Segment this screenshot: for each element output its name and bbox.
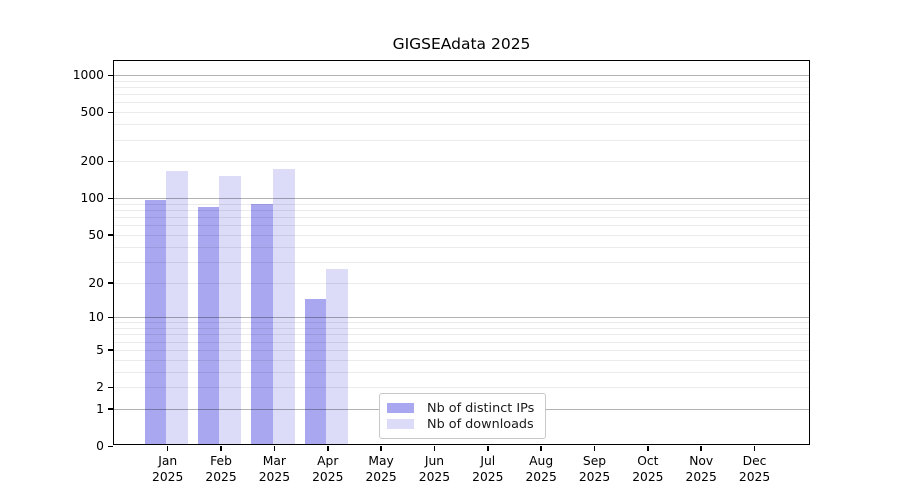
gridline-4 bbox=[114, 359, 809, 361]
x-tick-label-mar: Mar 2025 bbox=[258, 454, 291, 484]
x-tick-label-jun: Jun 2025 bbox=[418, 454, 451, 484]
gridline-1000 bbox=[114, 75, 809, 77]
bar-jan-distinct-ips bbox=[144, 200, 167, 444]
gridline-5 bbox=[114, 349, 809, 351]
plot-area: 1000 500 200 100 50 20 10 5 2 1 0 Jan 2025 Feb 2025 M… bbox=[73, 60, 810, 484]
x-tick-apr bbox=[327, 445, 329, 451]
x-tick-feb bbox=[220, 445, 222, 451]
x-tick-aug bbox=[540, 445, 542, 451]
x-tick-label-may: May 2025 bbox=[365, 454, 397, 484]
x-tick-dec bbox=[753, 445, 756, 451]
legend-swatch-distinct-ips-icon bbox=[387, 402, 414, 414]
gridline-200 bbox=[114, 161, 809, 163]
x-tick-label-apr: Apr 2025 bbox=[312, 454, 344, 484]
gridline-500 bbox=[114, 112, 809, 114]
bar-mar-downloads bbox=[272, 168, 295, 444]
y-tick-label-200: 200 bbox=[80, 154, 104, 169]
gridline-100 bbox=[114, 198, 809, 200]
x-tick-jun bbox=[433, 445, 436, 451]
y-tick-0 bbox=[107, 445, 113, 447]
y-tick-500 bbox=[107, 111, 113, 114]
bar-jan-downloads bbox=[166, 171, 189, 444]
gridline-6 bbox=[114, 341, 809, 343]
y-tick-20 bbox=[107, 282, 113, 284]
gridline-400 bbox=[114, 124, 809, 126]
bar-feb-distinct-ips bbox=[197, 207, 220, 444]
x-tick-label-nov: Nov 2025 bbox=[685, 454, 717, 484]
bar-mar-distinct-ips bbox=[251, 204, 273, 444]
x-tick-label-sep: Sep 2025 bbox=[578, 454, 611, 484]
gridline-800 bbox=[114, 87, 809, 89]
y-tick-label-5: 5 bbox=[96, 342, 104, 357]
x-tick-label-feb: Feb 2025 bbox=[205, 454, 237, 484]
x-tick-jul bbox=[487, 445, 489, 451]
gridline-50 bbox=[114, 234, 809, 236]
gridline-3 bbox=[114, 371, 809, 373]
y-tick-2 bbox=[107, 386, 113, 389]
legend-swatch-downloads-icon bbox=[387, 418, 414, 430]
gridline-90 bbox=[114, 203, 809, 205]
gridline-80 bbox=[114, 210, 809, 212]
x-tick-label-oct: Oct 2025 bbox=[632, 454, 664, 484]
y-tick-label-10: 10 bbox=[88, 310, 104, 325]
bar-apr-downloads bbox=[326, 269, 349, 444]
legend-label-downloads: Nb of downloads bbox=[427, 416, 534, 432]
gridline-900 bbox=[114, 80, 809, 82]
gridline-2 bbox=[114, 387, 809, 389]
gridline-30 bbox=[114, 261, 809, 263]
x-tick-label-jul: Jul 2025 bbox=[472, 454, 504, 484]
y-tick-label-1000: 1000 bbox=[72, 68, 104, 83]
gridline-600 bbox=[114, 102, 809, 104]
chart-title: GIGSEAdata 2025 bbox=[392, 35, 531, 53]
x-tick-jan bbox=[166, 445, 169, 451]
gridline-60 bbox=[114, 225, 809, 227]
x-tick-oct bbox=[647, 445, 649, 451]
legend-label-distinct-ips: Nb of distinct IPs bbox=[427, 400, 535, 416]
gridline-8 bbox=[114, 328, 809, 330]
bar-apr-distinct-ips bbox=[304, 298, 327, 444]
bars-layer bbox=[114, 61, 809, 444]
gridline-10 bbox=[114, 317, 809, 319]
y-tick-label-0: 0 bbox=[96, 439, 104, 453]
x-tick-label-dec: Dec 2025 bbox=[738, 454, 771, 484]
gridline-40 bbox=[114, 246, 809, 248]
legend-item-distinct-ips: Nb of distinct IPs bbox=[387, 400, 537, 416]
x-tick-nov bbox=[700, 445, 702, 451]
x-tick-may bbox=[380, 445, 382, 451]
y-tick-1000 bbox=[107, 74, 113, 77]
x-tick-label-jan: Jan 2025 bbox=[152, 454, 184, 484]
y-tick-label-1: 1 bbox=[96, 401, 104, 416]
x-tick-sep bbox=[593, 445, 596, 451]
gridline-300 bbox=[114, 139, 809, 141]
gridline-700 bbox=[114, 94, 809, 96]
y-tick-10 bbox=[107, 316, 113, 319]
y-tick-5 bbox=[107, 349, 113, 351]
y-tick-100 bbox=[107, 197, 113, 200]
bar-feb-downloads bbox=[219, 175, 242, 444]
y-tick-label-20: 20 bbox=[88, 275, 104, 290]
y-tick-1 bbox=[107, 408, 113, 410]
gridline-20 bbox=[114, 282, 809, 284]
gridline-70 bbox=[114, 217, 809, 219]
y-tick-label-2: 2 bbox=[96, 380, 104, 395]
y-tick-200 bbox=[107, 160, 113, 163]
x-tick-mar bbox=[273, 445, 276, 451]
y-tick-label-100: 100 bbox=[80, 191, 104, 206]
y-tick-label-500: 500 bbox=[80, 105, 104, 120]
gridline-7 bbox=[114, 334, 809, 336]
x-tick-label-aug: Aug 2025 bbox=[525, 454, 557, 484]
axes-layer: 1000 500 200 100 50 20 10 5 2 1 0 Jan 2025 Feb 2025 M… bbox=[73, 61, 809, 483]
y-tick-label-50: 50 bbox=[88, 227, 104, 242]
gridline-9 bbox=[114, 322, 809, 324]
y-tick-50 bbox=[107, 234, 113, 236]
legend-item-downloads: Nb of downloads bbox=[387, 416, 537, 432]
legend: Nb of distinct IPs Nb of downloads bbox=[379, 393, 546, 439]
